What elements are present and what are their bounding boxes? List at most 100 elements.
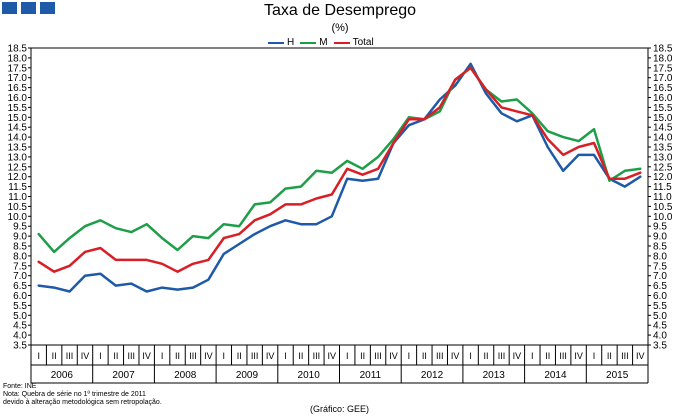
y-tick-label-left: 15.5 [8, 103, 28, 114]
y-tick-label-left: 13.5 [8, 143, 28, 154]
x-tick-label-quarter: I [223, 351, 226, 361]
y-tick-label-left: 5.5 [13, 301, 27, 312]
source-note: Fonte: INE [3, 383, 37, 390]
x-tick-label-quarter: II [360, 351, 365, 361]
legend-item-h: H [268, 37, 294, 48]
series-break-note-cont: devido à alteração metodológica sem retr… [3, 399, 162, 406]
y-tick-label-left: 15.0 [8, 113, 28, 124]
y-tick-label-left: 17.0 [8, 73, 28, 84]
y-tick-label-left: 18.5 [8, 44, 28, 55]
x-tick-label-quarter: I [593, 351, 596, 361]
y-tick-label-right: 6.0 [653, 291, 667, 302]
y-tick-label-right: 13.0 [653, 152, 673, 163]
y-tick-label-left: 11.5 [8, 182, 27, 193]
x-tick-label-quarter: I [346, 351, 349, 361]
y-tick-label-left: 3.5 [13, 341, 27, 352]
x-tick-label-quarter: III [66, 351, 74, 361]
x-tick-label-year: 2010 [298, 370, 321, 381]
x-tick-label-quarter: IV [389, 351, 398, 361]
x-tick-label-quarter: III [498, 351, 506, 361]
y-tick-label-right: 12.5 [653, 162, 673, 173]
legend-swatch-h [268, 41, 284, 44]
x-tick-label-quarter: III [436, 351, 444, 361]
y-tick-label-left: 17.5 [8, 63, 28, 74]
legend-label-total: Total [352, 37, 374, 48]
series-line-h [37, 62, 642, 293]
y-tick-label-left: 12.5 [8, 162, 28, 173]
y-tick-label-left: 7.5 [13, 261, 27, 272]
y-tick-label-right: 18.5 [653, 44, 673, 55]
y-tick-label-left: 13.0 [8, 152, 28, 163]
y-tick-label-right: 9.5 [653, 222, 667, 233]
y-tick-label-right: 8.0 [653, 251, 667, 262]
chart-credit: (Gráfico: GEE) [310, 404, 370, 414]
y-tick-label-right: 6.5 [653, 281, 667, 292]
x-tick-label-quarter: II [422, 351, 427, 361]
x-tick-label-quarter: I [99, 351, 102, 361]
y-tick-label-right: 11.0 [653, 192, 672, 203]
x-tick-label-quarter: IV [451, 351, 460, 361]
x-tick-label-quarter: III [251, 351, 259, 361]
x-tick-label-quarter: IV [266, 351, 275, 361]
y-tick-label-right: 16.5 [653, 83, 673, 94]
x-tick-label-year: 2014 [544, 370, 567, 381]
y-tick-label-right: 5.0 [653, 311, 667, 322]
x-tick-label-year: 2007 [112, 370, 135, 381]
x-tick-label-quarter: II [113, 351, 118, 361]
series-break-note: Nota: Quebra de série no 1º trimestre de… [3, 391, 146, 398]
y-tick-label-left: 8.5 [13, 242, 27, 253]
x-tick-label-quarter: III [621, 351, 629, 361]
y-tick-label-right: 16.0 [653, 93, 673, 104]
x-tick-label-quarter: I [469, 351, 472, 361]
chart-unit: (%) [331, 22, 349, 34]
y-tick-label-right: 15.5 [653, 103, 673, 114]
x-tick-label-quarter: I [531, 351, 534, 361]
x-tick-label-quarter: IV [142, 351, 151, 361]
x-tick-label-quarter: I [284, 351, 287, 361]
series-line-total [37, 66, 642, 273]
y-tick-label-right: 4.5 [653, 321, 667, 332]
y-tick-label-right: 17.0 [653, 73, 673, 84]
y-tick-label-left: 9.0 [13, 232, 27, 243]
y-tick-label-left: 14.5 [8, 123, 28, 134]
x-tick-label-quarter: III [313, 351, 321, 361]
y-tick-label-right: 7.0 [653, 271, 667, 282]
y-tick-label-right: 13.5 [653, 143, 673, 154]
x-tick-label-quarter: II [545, 351, 550, 361]
x-tick-label-year: 2011 [360, 370, 382, 381]
x-tick-label-quarter: I [161, 351, 164, 361]
y-tick-label-right: 15.0 [653, 113, 673, 124]
y-tick-label-left: 10.0 [8, 212, 28, 223]
legend-swatch-m [300, 41, 317, 44]
y-tick-label-left: 4.5 [13, 321, 27, 332]
y-tick-label-right: 10.5 [653, 202, 673, 213]
y-tick-label-left: 9.5 [13, 222, 27, 233]
series-line-m [37, 66, 642, 254]
y-tick-label-left: 4.0 [13, 331, 27, 342]
x-tick-label-quarter: II [298, 351, 303, 361]
y-tick-label-right: 4.0 [653, 331, 667, 342]
x-tick-label-quarter: II [607, 351, 612, 361]
chart-title: Taxa de Desemprego [263, 2, 417, 19]
x-tick-label-quarter: IV [328, 351, 337, 361]
logo-block [2, 2, 17, 14]
x-tick-label-quarter: IV [636, 351, 645, 361]
x-tick-label-year: 2008 [174, 370, 197, 381]
brand-logo [2, 2, 55, 14]
y-tick-label-left: 7.0 [13, 271, 27, 282]
x-tick-label-quarter: IV [204, 351, 213, 361]
x-tick-label-quarter: I [37, 351, 40, 361]
y-tick-label-left: 18.0 [8, 53, 28, 64]
y-tick-label-left: 12.0 [8, 172, 28, 183]
y-tick-label-right: 9.0 [653, 232, 667, 243]
x-tick-label-quarter: IV [513, 351, 522, 361]
x-tick-label-quarter: II [175, 351, 180, 361]
x-tick-label-year: 2009 [236, 370, 259, 381]
x-tick-label-quarter: II [52, 351, 57, 361]
x-tick-label-year: 2012 [421, 370, 444, 381]
y-tick-label-left: 16.0 [8, 93, 28, 104]
y-tick-label-right: 11.5 [653, 182, 672, 193]
legend-swatch-total [333, 41, 350, 44]
legend-item-total: Total [333, 37, 374, 48]
